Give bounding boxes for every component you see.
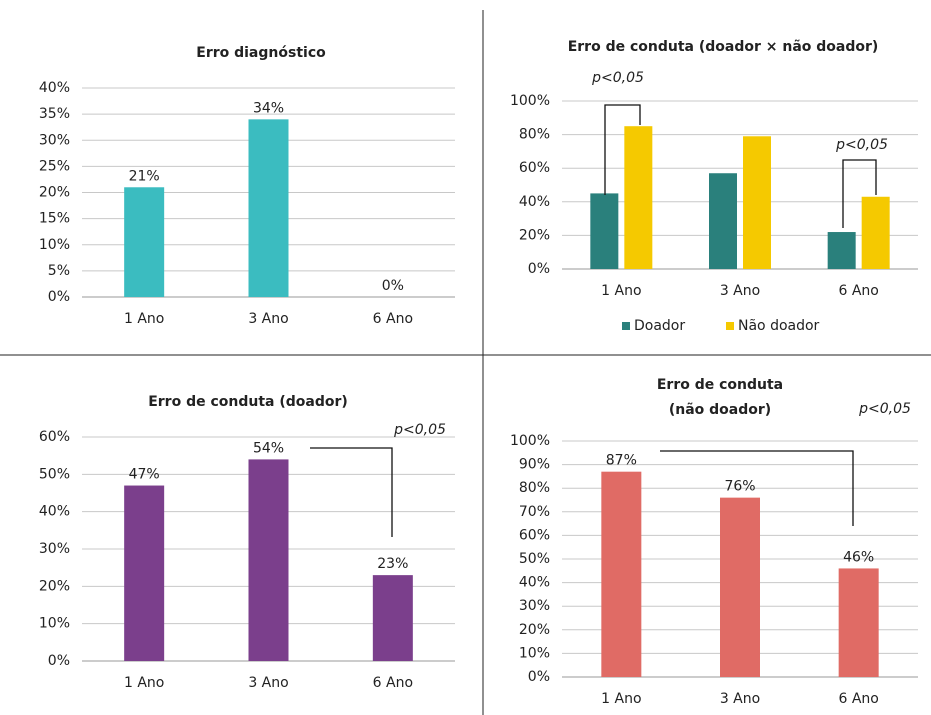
chart-title: (não doador) bbox=[669, 402, 771, 418]
y-tick-label: 40% bbox=[39, 504, 70, 520]
bar bbox=[838, 568, 879, 677]
y-tick-label: 25% bbox=[39, 158, 70, 174]
annotation: p<0,05 bbox=[858, 401, 911, 417]
annotation: p<0,05 bbox=[835, 137, 888, 153]
x-tick-label: 3 Ano bbox=[720, 691, 760, 707]
significance-bracket bbox=[842, 159, 877, 228]
y-tick-label: 20% bbox=[519, 622, 550, 638]
y-tick-label: 0% bbox=[528, 669, 550, 685]
bar bbox=[720, 497, 760, 677]
y-tick-label: 60% bbox=[519, 527, 550, 543]
y-tick-label: 20% bbox=[39, 185, 70, 201]
y-tick-label: 70% bbox=[519, 504, 550, 520]
x-tick-label: 6 Ano bbox=[838, 691, 878, 707]
data-label: 76% bbox=[724, 479, 755, 495]
y-tick-label: 0% bbox=[48, 653, 70, 669]
bar bbox=[743, 136, 771, 269]
y-tick-label: 80% bbox=[519, 127, 550, 143]
x-tick-label: 1 Ano bbox=[124, 311, 164, 327]
chart-title: Erro diagnóstico bbox=[196, 45, 326, 61]
chart-title: Erro de conduta (doador) bbox=[148, 394, 348, 410]
y-tick-label: 10% bbox=[519, 645, 550, 661]
legend-swatch bbox=[726, 322, 734, 330]
y-tick-label: 30% bbox=[519, 598, 550, 614]
x-tick-label: 3 Ano bbox=[248, 311, 288, 327]
bar bbox=[861, 196, 890, 269]
bar bbox=[827, 232, 856, 269]
bar bbox=[590, 193, 619, 269]
legend-label: Não doador bbox=[738, 318, 820, 334]
x-tick-label: 1 Ano bbox=[601, 691, 641, 707]
y-tick-label: 10% bbox=[39, 616, 70, 632]
bar bbox=[624, 126, 653, 269]
data-label: 0% bbox=[382, 278, 404, 294]
x-tick-label: 6 Ano bbox=[838, 283, 878, 299]
x-tick-label: 1 Ano bbox=[124, 675, 164, 691]
y-tick-label: 30% bbox=[39, 541, 70, 557]
data-label: 87% bbox=[606, 453, 637, 469]
x-tick-label: 3 Ano bbox=[720, 283, 760, 299]
y-tick-label: 20% bbox=[519, 227, 550, 243]
bar bbox=[124, 485, 165, 661]
y-tick-label: 90% bbox=[519, 457, 550, 473]
y-tick-label: 50% bbox=[39, 466, 70, 482]
bar bbox=[248, 119, 289, 297]
y-tick-label: 5% bbox=[48, 263, 70, 279]
data-label: 21% bbox=[129, 168, 160, 184]
y-tick-label: 40% bbox=[39, 80, 70, 96]
y-tick-label: 0% bbox=[48, 289, 70, 305]
y-tick-label: 15% bbox=[39, 211, 70, 227]
bar bbox=[248, 459, 289, 661]
y-tick-label: 40% bbox=[519, 575, 550, 591]
y-tick-label: 60% bbox=[39, 429, 70, 445]
chart-title: Erro de conduta (doador × não doador) bbox=[568, 39, 879, 55]
data-label: 34% bbox=[253, 100, 284, 116]
significance-bracket bbox=[660, 450, 854, 526]
x-tick-label: 3 Ano bbox=[248, 675, 288, 691]
data-label: 23% bbox=[377, 556, 408, 572]
bar bbox=[124, 187, 165, 297]
y-tick-label: 0% bbox=[528, 261, 550, 277]
chart-title: Erro de conduta bbox=[657, 377, 783, 393]
y-tick-label: 60% bbox=[519, 160, 550, 176]
bar bbox=[601, 471, 642, 677]
data-label: 46% bbox=[843, 549, 874, 565]
significance-bracket bbox=[604, 104, 641, 195]
bar bbox=[709, 173, 737, 269]
data-label: 54% bbox=[253, 440, 284, 456]
significance-bracket bbox=[310, 447, 393, 537]
legend-label: Doador bbox=[634, 318, 685, 334]
annotation: p<0,05 bbox=[393, 422, 446, 438]
y-tick-label: 50% bbox=[519, 551, 550, 567]
y-tick-label: 30% bbox=[39, 132, 70, 148]
y-tick-label: 100% bbox=[510, 93, 550, 109]
bar bbox=[372, 575, 413, 661]
x-tick-label: 1 Ano bbox=[601, 283, 641, 299]
y-tick-label: 80% bbox=[519, 480, 550, 496]
x-tick-label: 6 Ano bbox=[373, 675, 413, 691]
y-tick-label: 100% bbox=[510, 433, 550, 449]
data-label: 47% bbox=[129, 467, 160, 483]
x-tick-label: 6 Ano bbox=[373, 311, 413, 327]
y-tick-label: 35% bbox=[39, 106, 70, 122]
annotation: p<0,05 bbox=[591, 70, 644, 86]
legend-swatch bbox=[622, 322, 630, 330]
y-tick-label: 40% bbox=[519, 194, 550, 210]
y-tick-label: 10% bbox=[39, 237, 70, 253]
y-tick-label: 20% bbox=[39, 578, 70, 594]
